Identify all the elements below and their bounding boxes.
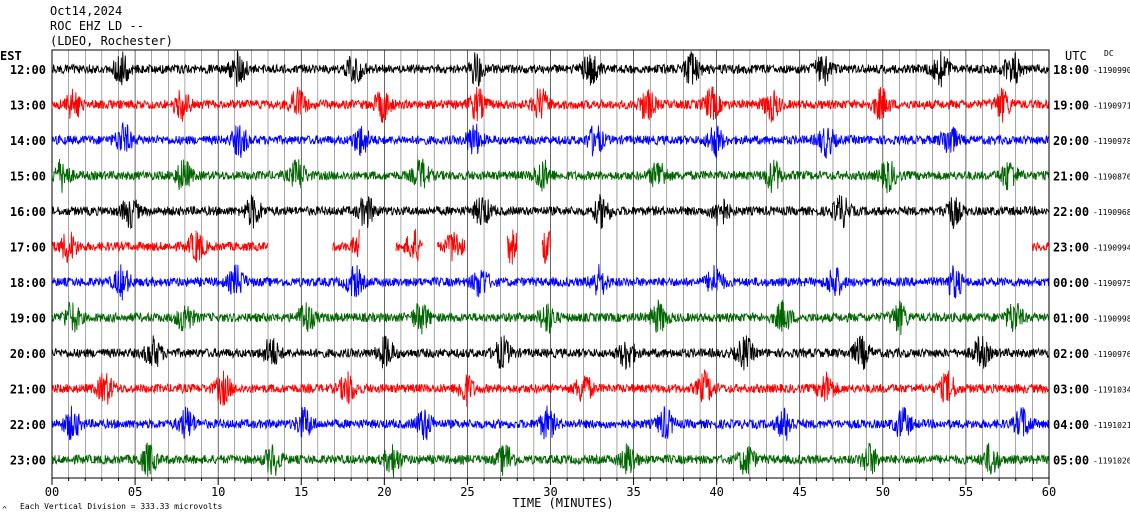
station-title: ROC EHZ LD --: [50, 19, 144, 33]
seismic-trace: [51, 264, 1049, 301]
est-hour-label: 14:00: [10, 134, 46, 148]
seismic-trace: [51, 299, 1049, 336]
est-hour-label: 18:00: [10, 276, 46, 290]
dc-offset-value: -1190976: [1093, 350, 1130, 359]
est-hour-label: 12:00: [10, 63, 46, 77]
utc-hour-label: 19:00: [1053, 99, 1089, 113]
dc-offset-value: -1190971: [1093, 102, 1130, 111]
seismic-trace: [51, 441, 1049, 478]
utc-axis-label: UTC: [1065, 49, 1087, 63]
utc-hour-label: 05:00: [1053, 454, 1089, 468]
x-tick-label: 55: [959, 485, 973, 499]
seismic-trace: [51, 335, 1049, 371]
utc-hour-label: 20:00: [1053, 134, 1089, 148]
minute-grid: [51, 49, 1050, 485]
seismic-trace: [51, 50, 1049, 88]
utc-hour-label: 02:00: [1053, 347, 1089, 361]
est-axis-label: EST: [0, 49, 22, 63]
x-tick-label: 40: [709, 485, 723, 499]
x-axis-title: TIME (MINUTES): [512, 496, 613, 510]
dc-offset-value: -1191026: [1093, 457, 1130, 466]
dc-offset-value: -1191034: [1093, 386, 1130, 395]
dc-offset-value: -1190968: [1093, 208, 1130, 217]
est-hour-label: 21:00: [10, 383, 46, 397]
utc-hour-label: 21:00: [1053, 170, 1089, 184]
dc-offset-value: -1190978: [1093, 137, 1130, 146]
utc-hour-label: 22:00: [1053, 205, 1089, 219]
seismic-trace: [51, 228, 1050, 265]
dc-offset-value: -1190998: [1093, 315, 1130, 324]
utc-hour-label: 00:00: [1053, 276, 1089, 290]
x-tick-labels: 00 05 10 15 20 25 30 35 40 45 50 55 60: [45, 485, 1056, 499]
est-hour-labels: 12:00 13:00 14:00 15:00 16:00 17:00 18:00 19:00…: [10, 63, 46, 468]
dc-offset-value: -1191021: [1093, 421, 1130, 430]
x-tick-label: 30: [543, 485, 557, 499]
x-tick-label: 05: [128, 485, 142, 499]
x-tick-label: 25: [460, 485, 474, 499]
seismic-trace: [51, 368, 1049, 407]
est-hour-label: 17:00: [10, 241, 46, 255]
corner-mark: ^: [2, 505, 7, 514]
x-tick-label: 20: [377, 485, 391, 499]
date-title: Oct14,2024: [50, 4, 123, 18]
est-hour-label: 23:00: [10, 454, 46, 468]
x-tick-label: 10: [211, 485, 225, 499]
utc-hour-label: 03:00: [1053, 383, 1089, 397]
utc-hour-label: 04:00: [1053, 418, 1089, 432]
x-tick-label: 60: [1042, 485, 1056, 499]
est-hour-label: 15:00: [10, 170, 46, 184]
dc-offset-value: -1190876: [1093, 173, 1130, 182]
seismic-trace: [51, 122, 1049, 159]
est-hour-label: 19:00: [10, 312, 46, 326]
seismic-trace: [51, 405, 1049, 441]
x-tick-label: 50: [876, 485, 890, 499]
network-title: (LDEO, Rochester): [50, 34, 173, 48]
seismic-trace: [51, 194, 1049, 230]
seismic-trace: [51, 86, 1049, 123]
utc-hour-label: 01:00: [1053, 312, 1089, 326]
est-hour-label: 22:00: [10, 418, 46, 432]
utc-hour-label: 23:00: [1053, 241, 1089, 255]
seismic-traces: [51, 50, 1050, 478]
dc-label: DC: [1104, 49, 1114, 58]
utc-hour-labels: 18:00 -1190990 19:00 -1190971 20:00 -1190978 2…: [1053, 63, 1130, 468]
seismic-trace: [51, 158, 1049, 194]
est-hour-label: 13:00: [10, 99, 46, 113]
x-tick-label: 45: [793, 485, 807, 499]
scale-note: Each Vertical Division = 333.33 microvol…: [20, 502, 222, 511]
est-hour-label: 16:00: [10, 205, 46, 219]
est-hour-label: 20:00: [10, 347, 46, 361]
x-tick-label: 15: [294, 485, 308, 499]
utc-hour-label: 18:00: [1053, 63, 1089, 77]
dc-offset-value: -1190990: [1093, 66, 1130, 75]
dc-offset-value: -1190994: [1093, 244, 1130, 253]
x-tick-label: 00: [45, 485, 59, 499]
x-tick-label: 35: [626, 485, 640, 499]
dc-offset-value: -1190975: [1093, 279, 1130, 288]
